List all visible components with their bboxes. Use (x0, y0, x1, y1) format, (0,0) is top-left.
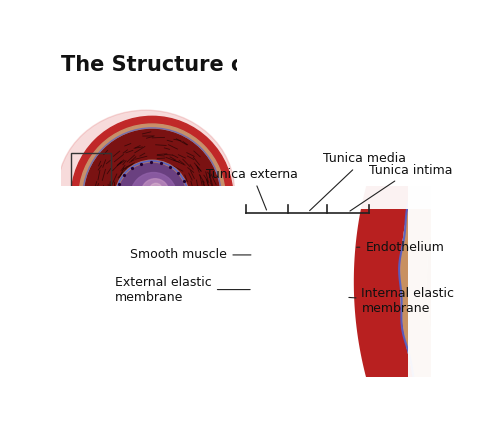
Polygon shape (443, 129, 480, 424)
Circle shape (150, 183, 162, 195)
Polygon shape (354, 82, 450, 424)
Bar (71, 153, 111, 242)
Text: Tunica externa: Tunica externa (206, 167, 298, 210)
Bar (61, 186, 238, 386)
Bar (238, 186, 431, 209)
Text: Internal elastic
membrane: Internal elastic membrane (349, 287, 455, 315)
Polygon shape (400, 106, 473, 424)
Circle shape (141, 179, 169, 206)
Bar (408, 186, 435, 386)
Polygon shape (427, 121, 480, 424)
Text: Tunica intima: Tunica intima (350, 164, 453, 211)
Circle shape (118, 163, 186, 231)
Text: External elastic
membrane: External elastic membrane (115, 276, 250, 304)
Text: The Structure of an Artery Wall: The Structure of an Artery Wall (61, 55, 431, 75)
Circle shape (131, 173, 177, 219)
Text: Endothelium: Endothelium (357, 241, 444, 254)
Bar (237, 51, 433, 186)
Circle shape (79, 124, 225, 271)
Polygon shape (400, 106, 457, 424)
Circle shape (71, 116, 233, 278)
Text: Smooth muscle: Smooth muscle (131, 248, 251, 262)
Text: Tunica media: Tunica media (310, 152, 406, 211)
Ellipse shape (57, 110, 234, 272)
Circle shape (84, 129, 220, 265)
Circle shape (115, 160, 189, 234)
